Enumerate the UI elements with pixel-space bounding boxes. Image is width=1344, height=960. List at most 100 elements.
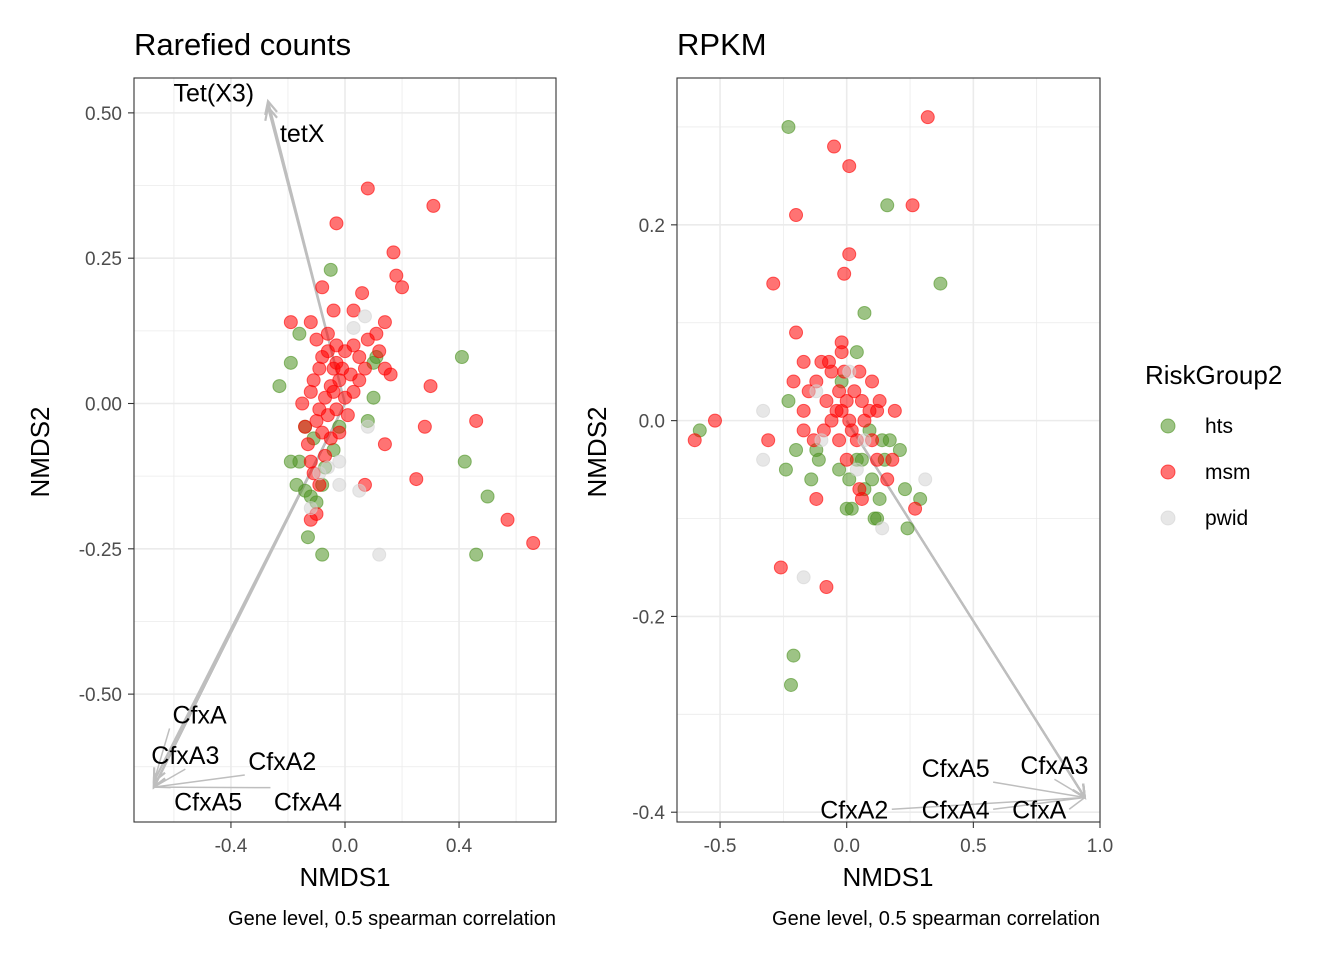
point-msm — [303, 512, 318, 527]
point-msm — [766, 276, 781, 291]
vector-label: CfxA4 — [274, 789, 342, 817]
y-axis-ticks: -0.50 -0.25 0.00 0.25 0.50 — [79, 104, 134, 706]
point-pwid — [809, 384, 824, 399]
point-msm — [303, 315, 318, 330]
point-msm — [796, 403, 811, 418]
point-msm — [329, 216, 344, 231]
x-tick-label: -0.5 — [704, 836, 737, 857]
point-msm — [814, 354, 829, 369]
point-msm — [312, 361, 327, 376]
point-msm — [346, 384, 361, 399]
point-msm — [832, 384, 847, 399]
vector-label-connector — [267, 106, 273, 120]
point-msm — [346, 303, 361, 318]
y-tick-label: -0.25 — [79, 540, 122, 561]
point-hts — [781, 394, 796, 409]
point-msm — [320, 326, 335, 341]
point-hts — [872, 491, 887, 506]
point-msm — [357, 361, 372, 376]
point-hts — [783, 677, 798, 692]
vector-label-connector — [153, 768, 186, 788]
x-axis-title: NMDS1 — [299, 862, 390, 892]
point-msm — [326, 384, 341, 399]
point-msm — [687, 433, 702, 448]
point-msm — [842, 413, 857, 428]
point-msm — [854, 491, 869, 506]
point-msm — [303, 384, 318, 399]
point-hts — [272, 379, 287, 394]
point-msm — [389, 268, 404, 283]
legend-label-pwid: pwid — [1205, 507, 1248, 530]
point-msm — [329, 402, 344, 417]
point-msm — [854, 394, 869, 409]
y-tick-label: 0.0 — [639, 412, 665, 433]
point-hts — [857, 305, 872, 320]
point-msm — [298, 419, 313, 434]
point-msm — [283, 315, 298, 330]
point-pwid — [352, 483, 367, 498]
y-axis-ticks: -0.4 -0.2 0.0 0.2 — [632, 216, 677, 824]
point-hts — [457, 454, 472, 469]
y-axis-title: NMDS2 — [582, 406, 612, 497]
point-pwid — [875, 521, 890, 536]
vector-label-connector — [153, 786, 271, 789]
point-hts — [804, 472, 819, 487]
point-msm — [880, 472, 895, 487]
vector-label: tetX — [280, 120, 325, 148]
vector-label: CfxA3 — [1020, 752, 1088, 780]
legend-key-msm — [1160, 464, 1176, 480]
point-msm — [847, 384, 862, 399]
point-pwid — [346, 320, 361, 335]
vector-label-connector — [1068, 796, 1086, 810]
point-hts — [811, 452, 826, 467]
point-hts — [454, 350, 469, 364]
point-msm — [834, 403, 849, 418]
panel-rarefied-counts: Rarefied counts Tet(X3) tetX CfxA CfxA3 CfxA… — [25, 27, 557, 930]
point-msm — [309, 413, 324, 428]
point-hts — [865, 472, 880, 487]
vector-label: CfxA2 — [820, 796, 888, 824]
vector-label: CfxA5 — [922, 755, 990, 783]
vector-label: CfxA3 — [151, 742, 219, 770]
x-axis-ticks: -0.4 0.0 0.4 — [215, 822, 473, 857]
point-msm — [306, 373, 321, 388]
vector-label: CfxA5 — [174, 789, 242, 817]
legend-item-msm: msm — [1160, 461, 1251, 484]
point-msm — [887, 403, 902, 418]
point-hts — [786, 648, 801, 663]
point-msm — [469, 413, 484, 428]
legend-label-msm: msm — [1205, 461, 1251, 484]
point-msm — [377, 437, 392, 452]
vector-label: CfxA2 — [248, 748, 316, 776]
point-msm — [789, 325, 804, 340]
point-msm — [318, 448, 333, 463]
point-pwid — [312, 466, 327, 481]
point-pwid — [918, 472, 933, 487]
point-hts — [933, 276, 948, 291]
x-tick-label: 0.0 — [833, 836, 859, 857]
point-msm — [837, 266, 852, 281]
legend-key-pwid — [1160, 510, 1176, 526]
point-msm — [824, 364, 839, 379]
point-msm — [819, 580, 834, 595]
x-tick-label: 0.0 — [332, 836, 358, 857]
point-msm — [707, 413, 722, 428]
y-tick-label: 0.25 — [85, 249, 122, 270]
vector-label: CfxA — [1012, 796, 1067, 824]
legend-item-pwid: pwid — [1160, 507, 1248, 530]
point-hts — [882, 433, 897, 448]
point-msm — [526, 536, 541, 550]
point-msm — [377, 315, 392, 330]
point-msm — [386, 245, 401, 260]
x-tick-label: 0.5 — [960, 836, 986, 857]
panel-border — [676, 77, 1101, 823]
point-pwid — [756, 452, 771, 467]
point-msm — [352, 373, 367, 388]
y-axis-title: NMDS2 — [25, 406, 55, 497]
point-pwid — [756, 403, 771, 418]
point-msm — [346, 338, 361, 353]
point-msm — [789, 208, 804, 223]
point-msm — [372, 344, 387, 359]
vector-label-connector — [153, 728, 171, 782]
